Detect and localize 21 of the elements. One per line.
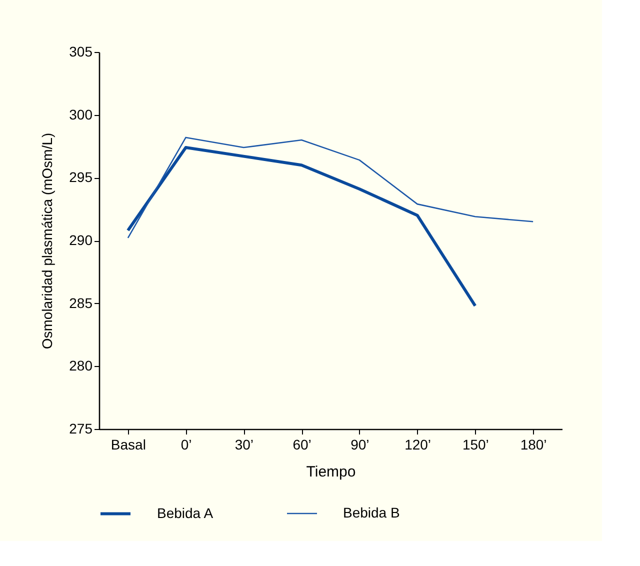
- x-tick-label: Basal: [110, 436, 146, 452]
- y-axis-title: Osmolaridad plasmática (mOsm/L): [39, 132, 56, 350]
- legend-label: Bebida A: [157, 504, 214, 521]
- x-tick-label: 120’: [404, 436, 432, 452]
- y-tick-label: 280: [69, 358, 93, 374]
- x-axis-title: Tiempo: [306, 464, 356, 480]
- y-tick-label: 285: [69, 294, 93, 311]
- line-series: [127, 136, 534, 239]
- x-tick-label: 0’: [180, 436, 192, 452]
- x-tick-label: 150’: [462, 436, 489, 452]
- y-tick-label: 290: [69, 232, 93, 248]
- x-tick-label: 30’: [234, 436, 254, 452]
- line-series: [126, 146, 477, 308]
- x-tick-label: 90’: [350, 436, 370, 452]
- y-tick-label: 275: [69, 420, 93, 436]
- y-tick-label: 295: [69, 169, 93, 186]
- y-tick-label: 305: [69, 44, 93, 60]
- x-tick-label: 180’: [520, 436, 547, 452]
- legend-label: Bebida B: [343, 504, 400, 520]
- y-tick-label: 300: [69, 106, 93, 122]
- x-tick-label: 60’: [292, 436, 312, 452]
